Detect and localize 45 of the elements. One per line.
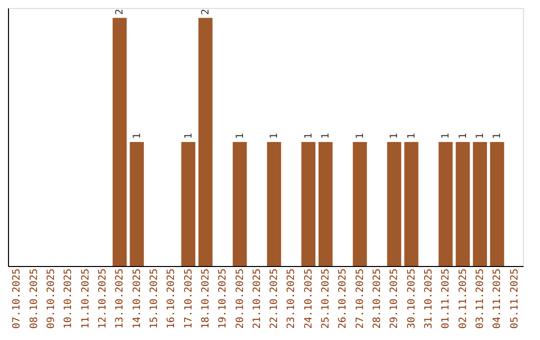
x-tick-label: 28.10.2025 xyxy=(372,268,384,329)
x-tick-label: 22.10.2025 xyxy=(269,268,280,329)
data-label: 2 xyxy=(114,8,126,15)
data-label: 1 xyxy=(354,132,366,139)
x-tick-label: 03.11.2025 xyxy=(474,268,486,329)
data-label: 1 xyxy=(320,132,332,139)
data-label: 1 xyxy=(132,132,143,139)
x-tick-label: 30.10.2025 xyxy=(406,268,418,329)
data-label: 1 xyxy=(389,132,400,139)
data-label: 1 xyxy=(474,132,486,139)
x-tick-label: 11.10.2025 xyxy=(80,268,92,329)
x-tick-label: 20.10.2025 xyxy=(234,268,246,329)
data-label: 1 xyxy=(406,132,418,139)
x-tick-label: 17.10.2025 xyxy=(183,268,194,329)
data-label: 1 xyxy=(440,132,452,139)
data-label: 1 xyxy=(458,132,469,139)
x-tick-label: 29.10.2025 xyxy=(389,268,400,329)
x-tick-label: 26.10.2025 xyxy=(338,268,349,329)
x-tick-label: 10.10.2025 xyxy=(63,268,74,329)
x-tick-label: 31.10.2025 xyxy=(423,268,434,329)
x-tick-label: 25.10.2025 xyxy=(320,268,332,329)
x-tick-label: 19.10.2025 xyxy=(218,268,229,329)
x-tick-label: 24.10.2025 xyxy=(303,268,314,329)
x-tick-label: 21.10.2025 xyxy=(252,268,263,329)
x-tick-label: 14.10.2025 xyxy=(132,268,143,329)
x-tick-label: 07.10.2025 xyxy=(12,268,23,329)
x-tick-label: 16.10.2025 xyxy=(166,268,178,329)
x-tick-label: 23.10.2025 xyxy=(286,268,298,329)
x-tick-label: 18.10.2025 xyxy=(200,268,212,329)
x-tick-label: 01.11.2025 xyxy=(440,268,452,329)
x-tick-label: 04.11.2025 xyxy=(492,268,504,329)
data-label: 1 xyxy=(492,132,504,139)
data-label: 1 xyxy=(183,132,194,139)
data-label: 2 xyxy=(200,8,212,15)
x-tick-label: 13.10.2025 xyxy=(114,268,126,329)
data-label: 1 xyxy=(303,132,314,139)
x-tick-label: 05.11.2025 xyxy=(509,268,520,329)
x-tick-label: 27.10.2025 xyxy=(354,268,366,329)
data-label: 1 xyxy=(269,132,280,139)
x-tick-label: 15.10.2025 xyxy=(148,268,160,329)
x-tick-label: 08.10.2025 xyxy=(28,268,40,329)
x-tick-label: 12.10.2025 xyxy=(98,268,109,329)
x-tick-label: 02.11.2025 xyxy=(458,268,469,329)
x-tick-label: 09.10.2025 xyxy=(46,268,58,329)
data-label: 1 xyxy=(234,132,246,139)
